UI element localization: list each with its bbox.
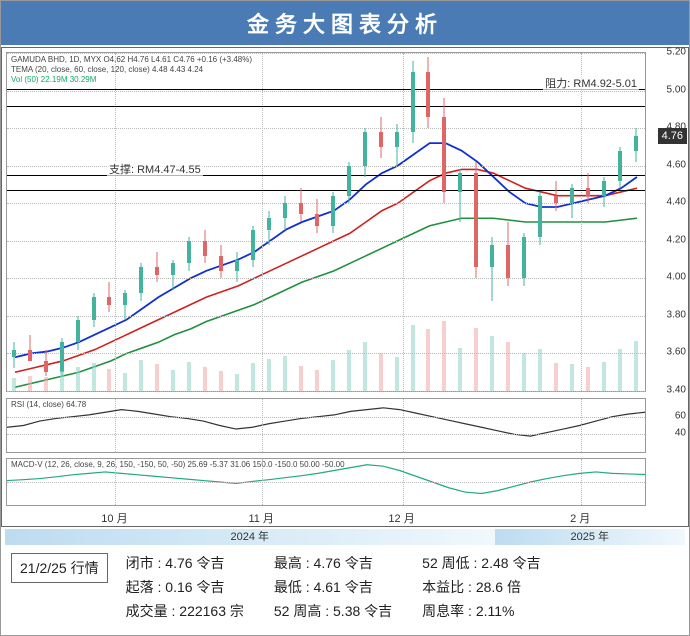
- month-label: 2 月: [570, 510, 590, 526]
- volume-bar[interactable]: [107, 369, 111, 391]
- ytick: 5.20: [667, 47, 686, 58]
- month-label: 11 月: [248, 510, 273, 526]
- footer-col: 52 周低 : 2.48 令吉本益比 : 28.6 倍周息率 : 2.11%: [422, 553, 540, 621]
- volume-bar[interactable]: [171, 370, 175, 391]
- footer-col: 闭市 : 4.76 令吉起落 : 0.16 令吉成交量 : 222163 宗: [126, 553, 244, 621]
- volume-bar[interactable]: [379, 353, 383, 392]
- macd-panel[interactable]: MACD-V (12, 26, close, 9, 26, 150, -150,…: [6, 458, 646, 506]
- ytick: 3.60: [667, 347, 686, 358]
- volume-bar[interactable]: [634, 341, 638, 391]
- volume-bar[interactable]: [251, 363, 255, 391]
- volume-bar[interactable]: [347, 350, 351, 391]
- volume-bar[interactable]: [76, 367, 80, 392]
- ytick: 4.40: [667, 197, 686, 208]
- chart-container: 金务大图表分析 价 格 ( RM ) GAMUDA BHD, 1D, MYX O…: [0, 0, 690, 636]
- footer-item: 本益比 : 28.6 倍: [422, 577, 540, 597]
- year-2024: 2024 年: [5, 529, 495, 545]
- volume-bar[interactable]: [474, 328, 478, 391]
- title-bar: 金务大图表分析: [1, 1, 689, 45]
- volume-bar[interactable]: [155, 364, 159, 391]
- volume-bar[interactable]: [283, 356, 287, 391]
- support-label: 支撑: RM4.47-4.55: [107, 161, 203, 177]
- volume-bar[interactable]: [331, 360, 335, 391]
- month-label: 12 月: [388, 510, 414, 526]
- volume-bar[interactable]: [219, 371, 223, 391]
- footer-col: 最高 : 4.76 令吉最低 : 4.61 令吉 52 周高 : 5.38 令吉: [274, 553, 392, 621]
- volume-bar[interactable]: [522, 353, 526, 392]
- volume-bar[interactable]: [299, 366, 303, 391]
- volume-bar[interactable]: [554, 363, 558, 391]
- volume-bar[interactable]: [490, 336, 494, 391]
- volume-bar[interactable]: [458, 348, 462, 391]
- volume-bar[interactable]: [538, 349, 542, 391]
- footer-item: 周息率 : 2.11%: [422, 601, 540, 621]
- ytick: 4.80: [667, 122, 686, 133]
- ytick: 3.80: [667, 309, 686, 320]
- footer-item: 52 周低 : 2.48 令吉: [422, 553, 540, 573]
- volume-bar[interactable]: [426, 329, 430, 391]
- rsi-tick: 40: [675, 428, 686, 439]
- month-label: 10 月: [101, 510, 127, 526]
- rsi-line: [7, 399, 645, 452]
- ytick: 4.60: [667, 159, 686, 170]
- year-2025: 2025 年: [495, 529, 685, 545]
- ytick: 4.20: [667, 234, 686, 245]
- volume-bar[interactable]: [602, 362, 606, 391]
- volume-bar[interactable]: [139, 360, 143, 392]
- rsi-panel[interactable]: RSI (14, close) 64.78: [6, 398, 646, 453]
- volume-bar[interactable]: [203, 367, 207, 391]
- footer-item: 闭市 : 4.76 令吉: [126, 553, 244, 573]
- chart-area: 价 格 ( RM ) GAMUDA BHD, 1D, MYX O4.62 H4.…: [1, 47, 689, 527]
- volume-bar[interactable]: [187, 362, 191, 391]
- price-panel[interactable]: GAMUDA BHD, 1D, MYX O4.62 H4.76 L4.61 C4…: [6, 52, 646, 392]
- year-bar: 2024 年 2025 年: [5, 529, 685, 545]
- volume-bar[interactable]: [442, 321, 446, 391]
- footer-item: 起落 : 0.16 令吉: [126, 577, 244, 597]
- volume-bar[interactable]: [44, 377, 48, 391]
- ytick: 4.00: [667, 272, 686, 283]
- volume-bar[interactable]: [60, 371, 64, 391]
- footer-item: 52 周高 : 5.38 令吉: [274, 601, 392, 621]
- footer: 21/2/25 行情 闭市 : 4.76 令吉起落 : 0.16 令吉成交量 :…: [1, 545, 689, 635]
- volume-bar[interactable]: [123, 373, 127, 391]
- footer-item: 最低 : 4.61 令吉: [274, 577, 392, 597]
- ytick: 3.40: [667, 385, 686, 396]
- volume-bar[interactable]: [395, 357, 399, 391]
- resistance-label: 阻力: RM4.92-5.01: [543, 75, 639, 91]
- quote-date-box: 21/2/25 行情: [11, 553, 108, 583]
- footer-item: 成交量 : 222163 宗: [126, 601, 244, 621]
- volume-bar[interactable]: [235, 374, 239, 392]
- volume-bar[interactable]: [92, 363, 96, 391]
- footer-columns: 闭市 : 4.76 令吉起落 : 0.16 令吉成交量 : 222163 宗最高…: [126, 553, 679, 621]
- volume-bar[interactable]: [267, 359, 271, 391]
- rsi-tick: 60: [675, 410, 686, 421]
- x-axis: 10 月 11 月 12 月 2 月: [6, 508, 646, 526]
- volume-bar[interactable]: [411, 325, 415, 392]
- volume-bar[interactable]: [12, 378, 16, 391]
- ytick: 5.00: [667, 84, 686, 95]
- volume-bar[interactable]: [363, 342, 367, 391]
- volume-bar[interactable]: [28, 376, 32, 391]
- footer-item: 最高 : 4.76 令吉: [274, 553, 392, 573]
- volume-bar[interactable]: [315, 370, 319, 391]
- ma-overlay: [7, 53, 645, 391]
- volume-bar[interactable]: [506, 342, 510, 391]
- volume-bar[interactable]: [570, 364, 574, 391]
- volume-bar[interactable]: [618, 349, 622, 391]
- volume-bar[interactable]: [586, 367, 590, 392]
